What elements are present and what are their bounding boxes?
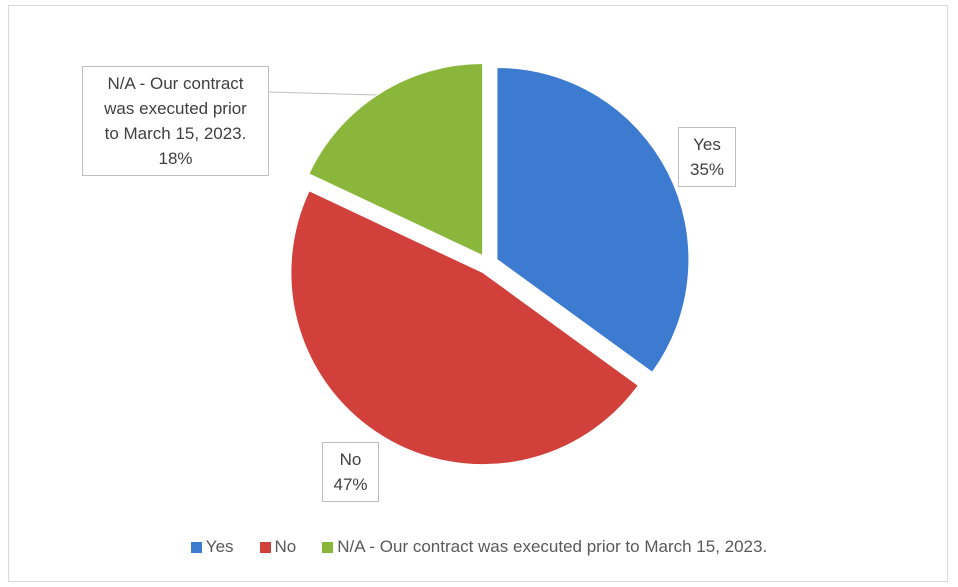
data-label: No 47%: [322, 442, 379, 502]
legend-swatch: [190, 541, 202, 553]
legend-item: N/A - Our contract was executed prior to…: [322, 537, 767, 557]
label-value: 35%: [689, 160, 725, 179]
label-category: N/A - Our contract was executed prior to…: [104, 74, 247, 143]
legend-label: Yes: [205, 537, 234, 556]
legend-item: No: [259, 537, 297, 557]
label-value: 18%: [158, 149, 193, 168]
legend-label: N/A - Our contract was executed prior to…: [337, 537, 768, 556]
data-label: N/A - Our contract was executed prior to…: [82, 66, 269, 176]
legend-label: No: [274, 537, 297, 556]
data-label: Yes 35%: [678, 127, 736, 187]
pie-slice: [496, 66, 690, 374]
pie-slice: [290, 190, 639, 466]
slices: [290, 63, 690, 466]
pie-slice: [308, 63, 484, 257]
label-category: No: [339, 450, 362, 469]
legend: Yes No N/A - Our contract was executed pri…: [0, 537, 958, 557]
legend-swatch: [322, 541, 334, 553]
label-category: Yes: [693, 135, 721, 154]
label-value: 47%: [333, 475, 368, 494]
legend-swatch: [259, 541, 271, 553]
legend-item: Yes: [190, 537, 234, 557]
